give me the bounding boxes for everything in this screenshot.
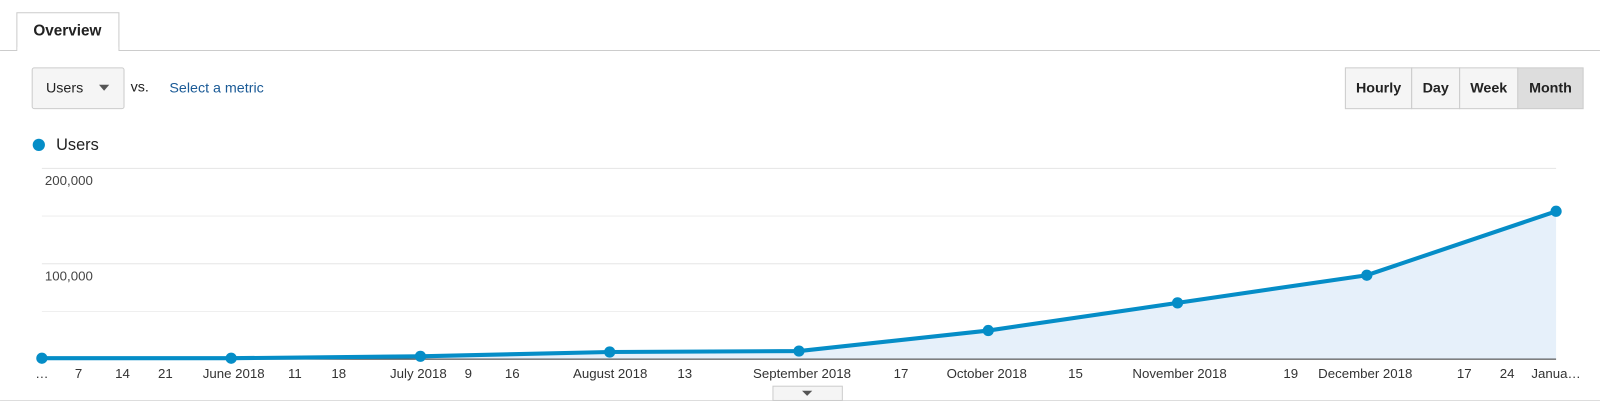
point (1171, 297, 1184, 309)
select-metric-link[interactable]: Select a metric (169, 81, 263, 97)
legend-label: Users (56, 136, 99, 154)
x-tick-label: 16 (505, 366, 520, 381)
x-tick-label: 9 (465, 366, 472, 381)
x-tick-label: July 2018 (390, 366, 447, 381)
point (793, 345, 805, 357)
vs-label: vs. (131, 80, 149, 96)
tab[interactable] (16, 12, 120, 52)
granularity-group: Hourly Day Week Month (1344, 67, 1584, 110)
x-tick-label: December 2018 (1318, 366, 1412, 381)
metric-label[interactable]: Users (46, 81, 83, 97)
x-tick-label: 21 (158, 366, 173, 381)
granularity-label[interactable]: Day (1423, 81, 1449, 97)
x-tick-label: 17 (894, 366, 909, 381)
metric-dropdown[interactable] (31, 67, 125, 110)
y-tick-label: 200,000 (45, 173, 93, 188)
dropdown-arrow (99, 84, 110, 91)
point (225, 352, 237, 364)
x-tick-label: June 2018 (203, 366, 265, 381)
point (982, 324, 994, 337)
x-tick-label: 17 (1457, 366, 1472, 381)
x-tick-label: Janua… (1531, 366, 1580, 381)
granularity-button[interactable] (1517, 67, 1584, 110)
expand-arrow (802, 390, 813, 396)
tab-mask (17, 46, 119, 54)
point (414, 350, 427, 362)
x-tick-label: 18 (331, 366, 346, 381)
x-tick-label: November 2018 (1132, 366, 1226, 381)
point (36, 352, 48, 364)
x-tick-label: 11 (288, 366, 302, 381)
point (1550, 205, 1562, 217)
x-tick-label: August 2018 (573, 366, 647, 381)
x-tick-label: October 2018 (947, 366, 1027, 381)
granularity-label[interactable]: Week (1470, 81, 1507, 97)
granularity-label[interactable]: Month (1529, 81, 1572, 97)
plot: 100,000 200,000 … 7 14 21 June 2018 11 18 July 20… (35, 167, 1581, 381)
granularity-button[interactable] (1411, 67, 1461, 110)
x-tick-label: 7 (75, 366, 82, 381)
point (1361, 269, 1373, 281)
legend-marker (32, 138, 45, 152)
point (604, 346, 616, 358)
x-tick-label: 13 (677, 366, 692, 381)
x-tick-label: 24 (1500, 366, 1515, 381)
x-tick-label: 14 (115, 366, 130, 381)
area (41, 211, 1557, 360)
granularity-label[interactable]: Hourly (1356, 81, 1401, 97)
x-tick-label: … (35, 366, 48, 381)
tab-label[interactable]: Overview (33, 23, 101, 40)
x-tick-label: 15 (1068, 366, 1083, 381)
x-tick-label: 19 (1283, 366, 1298, 381)
x-tick-label: September 2018 (753, 366, 851, 381)
y-tick-label: 100,000 (45, 269, 93, 284)
granularity-button[interactable] (1459, 67, 1519, 110)
